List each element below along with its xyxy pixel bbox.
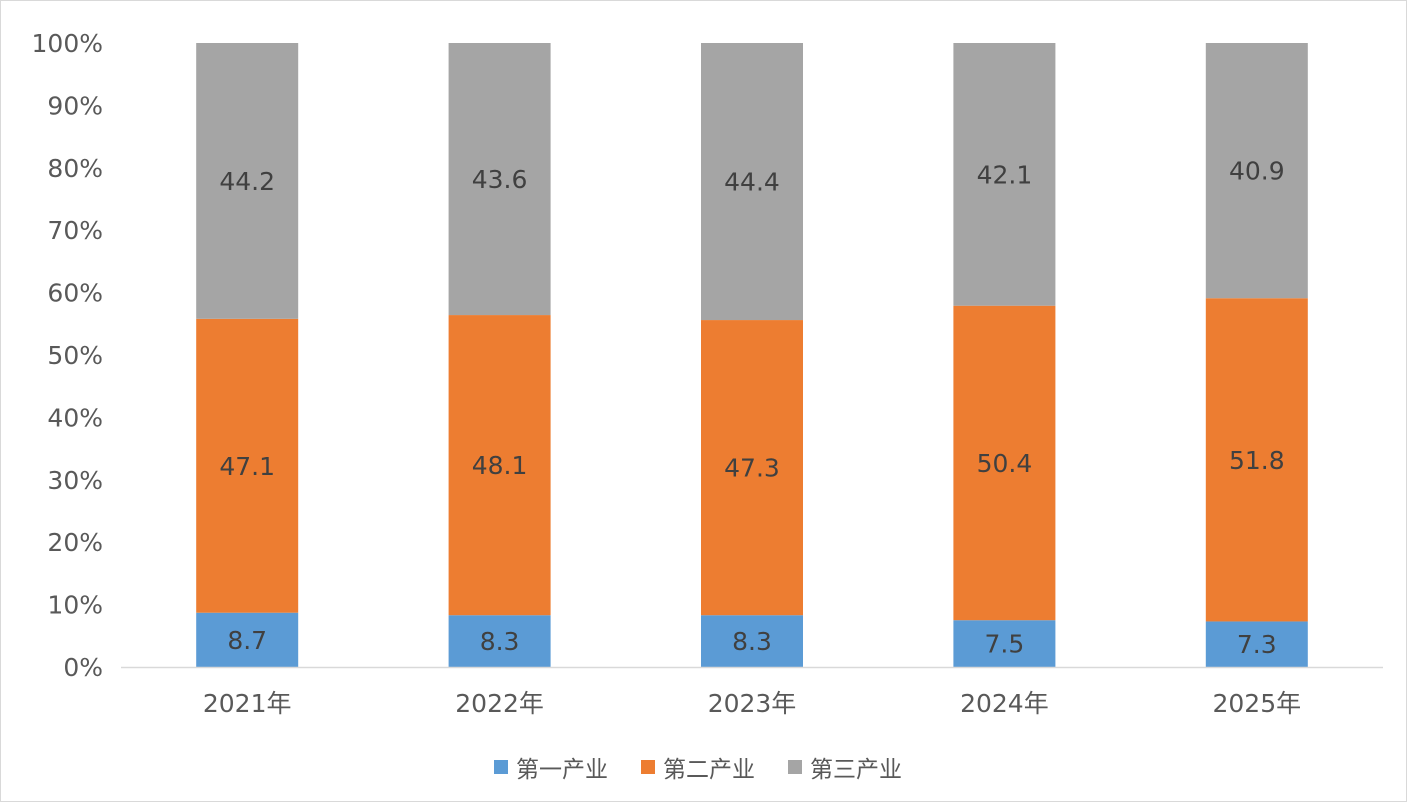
x-tick-label: 2025年 bbox=[1212, 689, 1301, 718]
y-tick-label: 0% bbox=[63, 653, 103, 682]
bar-segment bbox=[953, 620, 1056, 667]
legend-label: 第三产业 bbox=[810, 757, 902, 783]
legend: 第一产业 第二产业 第三产业 bbox=[494, 757, 902, 783]
y-axis: 0% 10% 20% 30% 40% 50% 60% 70% 80% 90% 100% bbox=[32, 29, 103, 682]
data-label: 44.4 bbox=[724, 168, 780, 197]
data-label: 40.9 bbox=[1229, 157, 1285, 186]
bar-segment bbox=[1205, 298, 1308, 622]
data-label: 7.3 bbox=[1237, 630, 1277, 659]
bar-segment bbox=[701, 320, 803, 616]
x-tick-label: 2024年 bbox=[960, 689, 1049, 718]
x-tick-label: 2021年 bbox=[203, 689, 292, 718]
y-tick-label: 90% bbox=[47, 91, 103, 120]
legend-swatch bbox=[641, 760, 655, 774]
bar-segment bbox=[1205, 43, 1308, 299]
data-label: 51.8 bbox=[1229, 446, 1285, 475]
y-tick-label: 70% bbox=[47, 216, 103, 245]
y-tick-label: 60% bbox=[47, 279, 103, 308]
data-label: 44.2 bbox=[219, 167, 275, 196]
data-label: 50.4 bbox=[977, 449, 1033, 478]
data-label: 42.1 bbox=[977, 160, 1033, 189]
bar-segment bbox=[953, 43, 1056, 306]
bar-segment bbox=[701, 615, 803, 667]
data-label: 8.3 bbox=[732, 627, 772, 656]
legend-label: 第一产业 bbox=[516, 757, 608, 783]
bars: 8.7 47.1 44.2 8.3 48.1 43.6 8.3 47.3 44.4 7.5 50.4… bbox=[196, 43, 1308, 667]
data-label: 47.1 bbox=[219, 452, 275, 481]
y-tick-label: 40% bbox=[47, 403, 103, 432]
y-tick-label: 50% bbox=[47, 341, 103, 370]
legend-swatch bbox=[788, 760, 802, 774]
y-tick-label: 10% bbox=[47, 591, 103, 620]
bar-segment bbox=[196, 318, 299, 613]
bar-segment bbox=[448, 315, 551, 616]
bar-segment bbox=[1205, 621, 1308, 667]
bar-segment bbox=[448, 43, 551, 316]
bar-segment bbox=[701, 43, 803, 321]
legend-label: 第二产业 bbox=[663, 757, 755, 783]
bar-segment bbox=[953, 305, 1056, 621]
y-tick-label: 80% bbox=[47, 154, 103, 183]
bar-segment bbox=[196, 612, 299, 667]
x-axis: 2021年 2022年 2023年 2024年 2025年 bbox=[121, 666, 1383, 718]
y-tick-label: 100% bbox=[32, 29, 103, 58]
x-tick-label: 2023年 bbox=[708, 689, 797, 718]
data-label: 7.5 bbox=[985, 630, 1025, 659]
data-label: 43.6 bbox=[472, 165, 528, 194]
data-label: 48.1 bbox=[472, 451, 528, 480]
data-label: 8.7 bbox=[227, 626, 267, 655]
y-tick-label: 20% bbox=[47, 528, 103, 557]
legend-swatch bbox=[494, 760, 508, 774]
x-tick-label: 2022年 bbox=[455, 689, 544, 718]
bar-segment bbox=[196, 43, 299, 319]
data-label: 47.3 bbox=[724, 454, 780, 483]
bar-segment bbox=[448, 615, 551, 667]
data-label: 8.3 bbox=[480, 627, 520, 656]
y-tick-label: 30% bbox=[47, 466, 103, 495]
